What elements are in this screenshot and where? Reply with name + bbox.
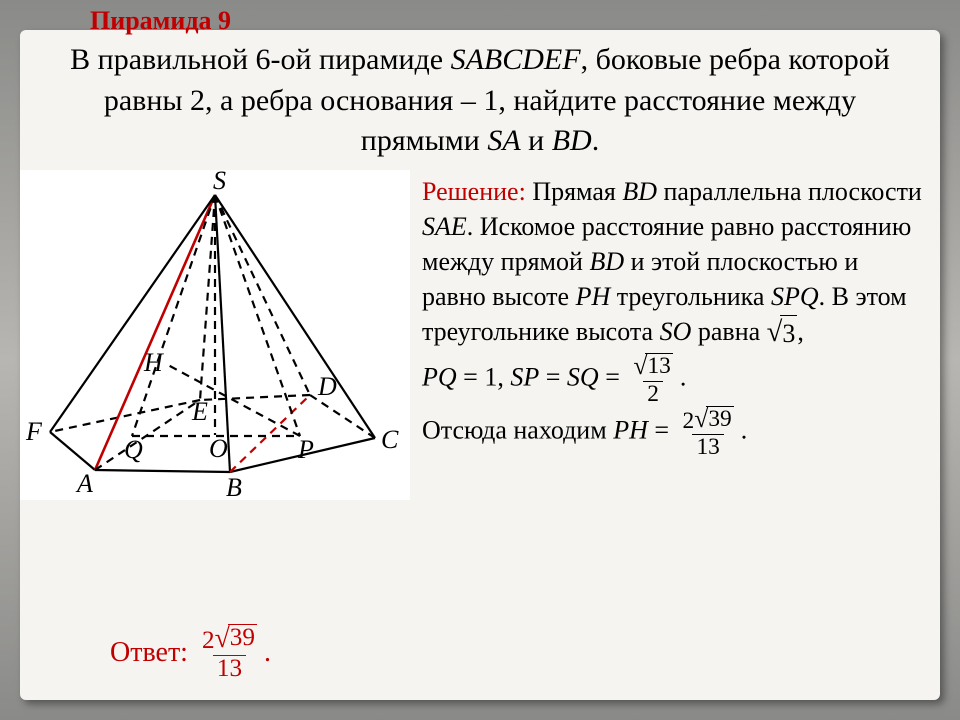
sol-part: Отсюда находим [422,416,613,445]
problem-var: BD [552,124,592,157]
problem-var: SA [487,124,520,157]
sol-var: PH [576,282,611,311]
frac-2sqrt39-over-13: 2√39 13 [679,406,738,459]
sol-var: PQ [422,363,457,392]
sol-part: . [741,416,748,445]
sol-part: = [539,363,567,392]
problem-part: и [521,124,552,157]
svg-text:E: E [191,397,208,426]
svg-text:S: S [213,170,226,195]
answer-label: Ответ: [110,637,188,669]
slide-title: Пирамида 9 [20,6,231,36]
sol-part: . [680,363,687,392]
svg-text:D: D [317,372,337,401]
sol-part: = [599,363,620,392]
answer-frac: 2√39 13 [198,624,261,682]
sqrt-3: √3 [767,315,798,354]
sol-var: PH [613,416,648,445]
pyramid-diagram: S A B C D E F O P Q H [20,170,410,500]
svg-text:B: B [226,473,242,500]
frac-sqrt13-over-2: √13 2 [629,353,677,406]
solution-text: Решение: Прямая BD параллельна плоскости… [410,170,940,500]
sol-part: , [797,317,804,346]
sol-var: SQ [567,363,599,392]
svg-text:O: O [209,434,228,463]
sol-var: BD [589,247,624,276]
sol-part: параллельна плоскости [657,177,922,206]
content-row: SABCDEFOPQH Решение: Прямая BD параллель… [20,170,940,500]
problem-part: В правильной 6-ой пирамиде [70,43,450,76]
problem-text: В правильной 6-ой пирамиде SABCDEF, боко… [20,30,940,162]
svg-text:H: H [143,348,164,377]
problem-part: . [592,124,600,157]
solution-label: Решение: [422,177,526,206]
sol-var: SO [660,317,692,346]
sol-var: SP [510,363,539,392]
svg-text:Q: Q [124,435,143,464]
svg-text:C: C [381,425,399,454]
answer-period: . [264,637,271,669]
sol-part: = [648,416,676,445]
pyramid-svg: S A B C D E F O P Q H [20,170,410,500]
sol-part: Прямая [526,177,623,206]
sol-part: треугольника [610,282,771,311]
sol-part: = 1, [457,363,511,392]
svg-text:A: A [75,469,93,498]
sol-var: BD [622,177,657,206]
sol-var: SPQ [771,282,819,311]
answer-line: Ответ: 2√39 13 . [110,624,271,682]
sol-part: равна [691,317,766,346]
sol-var: SAE [422,212,467,241]
svg-text:P: P [297,435,314,464]
problem-var: SABCDEF [451,43,581,76]
slide-card: Пирамида 9 В правильной 6-ой пирамиде SA… [20,30,940,700]
svg-text:F: F [25,417,43,446]
